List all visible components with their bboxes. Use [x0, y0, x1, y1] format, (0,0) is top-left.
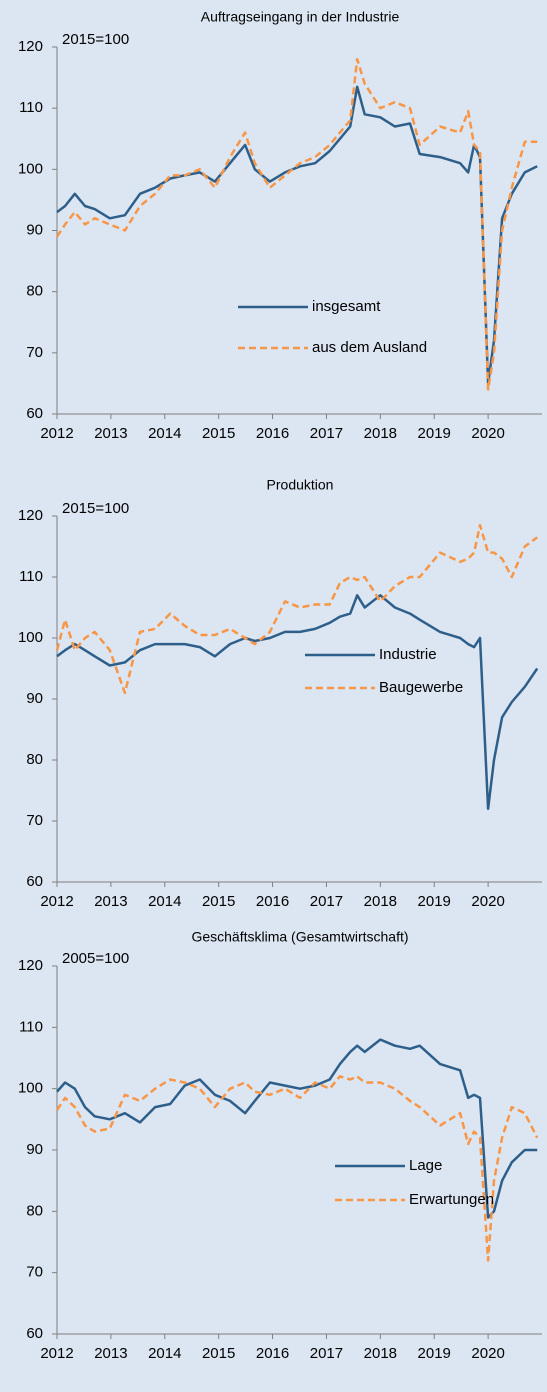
x-tick-label: 2020 [471, 425, 504, 442]
x-tick-label: 2014 [148, 893, 181, 910]
x-tick-label: 2014 [148, 1345, 181, 1362]
legend-label: Lage [409, 1157, 442, 1174]
x-tick-label: 2015 [202, 1345, 235, 1362]
y-tick-label: 70 [26, 1264, 43, 1281]
y-tick-label: 80 [26, 751, 43, 768]
x-tick-label: 2016 [256, 1345, 289, 1362]
chart-title: Auftragseingang in der Industrie [201, 9, 400, 25]
y-tick-label: 120 [18, 38, 43, 55]
series-line [56, 594, 539, 811]
series-line [56, 1038, 538, 1219]
series-line [55, 57, 538, 391]
y-tick-label: 70 [26, 812, 43, 829]
x-tick-label: 2012 [40, 1345, 73, 1362]
x-tick-label: 2018 [364, 425, 397, 442]
x-tick-label: 2020 [471, 893, 504, 910]
legend-label: aus dem Ausland [312, 339, 427, 356]
y-tick-label: 100 [18, 160, 43, 177]
x-tick-label: 2017 [310, 425, 343, 442]
y-tick-label: 70 [26, 344, 43, 361]
legend-label: insgesamt [312, 298, 381, 315]
y-tick-label: 110 [19, 99, 43, 116]
y-tick-label: 80 [26, 1202, 43, 1219]
x-tick-label: 2015 [202, 893, 235, 910]
y-tick-label: 60 [26, 1325, 43, 1342]
x-tick-label: 2013 [94, 425, 127, 442]
y-tick-label: 60 [26, 405, 43, 422]
y-tick-label: 90 [26, 1141, 43, 1158]
x-tick-label: 2019 [418, 893, 451, 910]
series-line [55, 523, 538, 695]
x-tick-label: 2013 [94, 893, 127, 910]
y-tick-label: 90 [26, 221, 43, 238]
annotation: 2015=100 [62, 31, 129, 48]
y-tick-label: 120 [18, 507, 43, 524]
x-tick-label: 2013 [94, 1345, 127, 1362]
series-line [55, 1075, 539, 1262]
x-tick-label: 2014 [148, 425, 181, 442]
y-tick-label: 80 [26, 283, 43, 300]
annotation: 2005=100 [62, 950, 129, 967]
chart-title: Produktion [267, 477, 334, 493]
legend-label: Industrie [379, 646, 437, 663]
y-tick-label: 100 [18, 629, 43, 646]
x-tick-label: 2018 [364, 893, 397, 910]
x-tick-label: 2015 [202, 425, 235, 442]
y-tick-label: 110 [19, 1018, 43, 1035]
legend-label: Baugewerbe [379, 679, 463, 696]
x-tick-label: 2012 [40, 425, 73, 442]
x-tick-label: 2020 [471, 1345, 504, 1362]
y-tick-label: 120 [18, 957, 43, 974]
y-tick-label: 110 [19, 568, 43, 585]
series-line [56, 85, 538, 385]
x-tick-label: 2017 [310, 1345, 343, 1362]
x-tick-label: 2019 [418, 425, 451, 442]
x-tick-label: 2016 [256, 425, 289, 442]
chart-title: Geschäftsklima (Gesamtwirtschaft) [191, 929, 408, 945]
legend-label: Erwartungen [409, 1191, 494, 1208]
x-tick-label: 2017 [310, 893, 343, 910]
y-tick-label: 90 [26, 690, 43, 707]
y-tick-label: 60 [26, 873, 43, 890]
x-tick-label: 2016 [256, 893, 289, 910]
x-tick-label: 2012 [40, 893, 73, 910]
annotation: 2015=100 [62, 500, 129, 517]
x-tick-label: 2019 [418, 1345, 451, 1362]
x-tick-label: 2018 [364, 1345, 397, 1362]
y-tick-label: 100 [18, 1080, 43, 1097]
